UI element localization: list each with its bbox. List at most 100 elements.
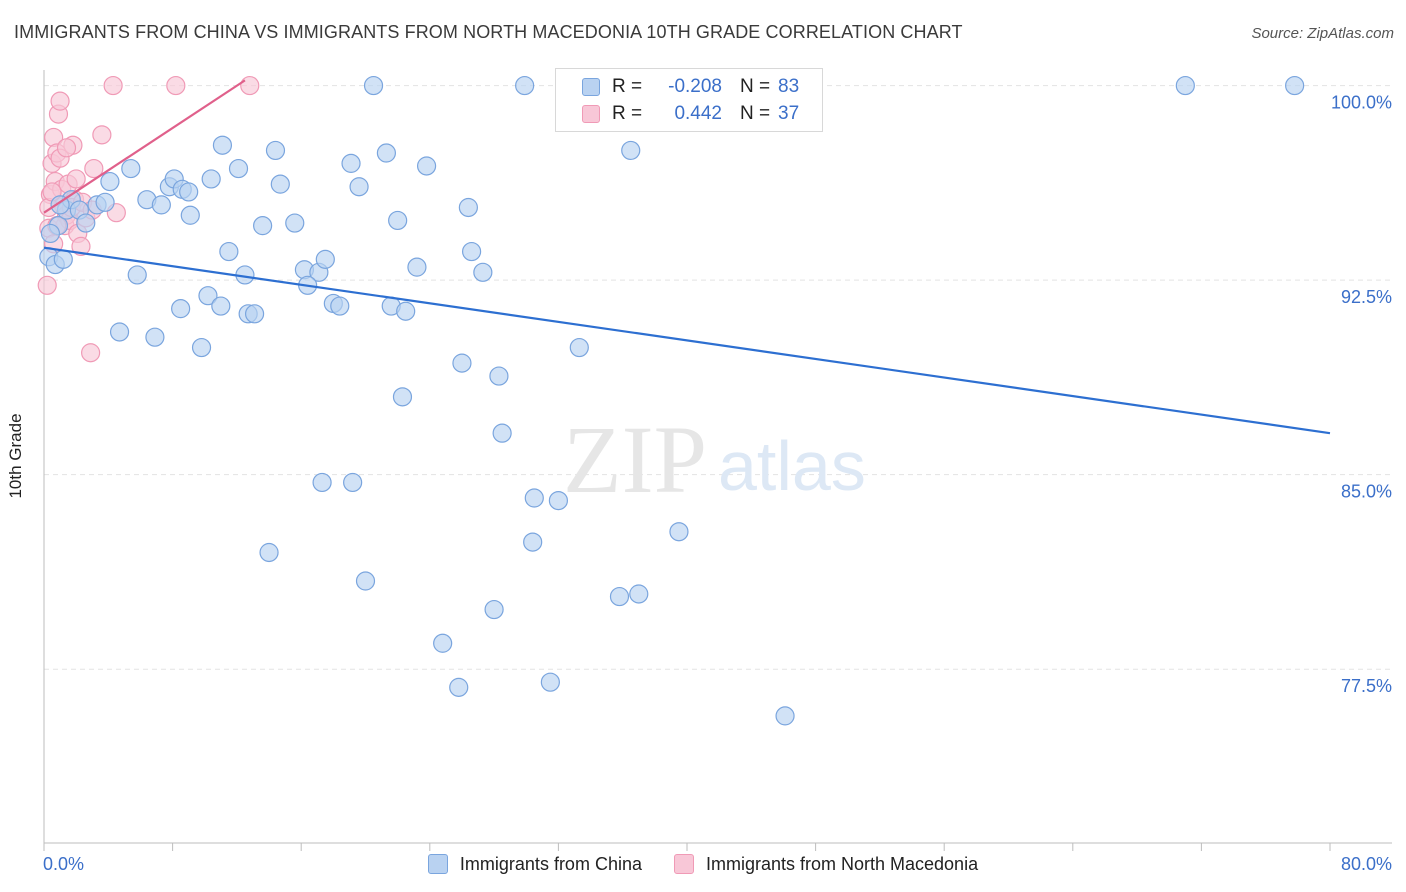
north-macedonia-point bbox=[103, 75, 123, 96]
legend-row-north-macedonia: R = 0.442 N = 37 bbox=[556, 100, 799, 128]
trend-lines bbox=[43, 79, 1331, 435]
watermark-zip: ZIP bbox=[563, 406, 707, 513]
legend-r-label: R = bbox=[612, 103, 643, 124]
china-point bbox=[376, 143, 396, 163]
china-point bbox=[621, 140, 641, 161]
series-legend: Immigrants from China Immigrants from No… bbox=[0, 852, 1406, 876]
china-point bbox=[270, 174, 290, 194]
china-point bbox=[180, 205, 200, 225]
north-macedonia-point bbox=[240, 75, 260, 96]
china-point bbox=[341, 153, 361, 173]
china-point bbox=[40, 223, 61, 244]
north-macedonia-point bbox=[92, 125, 112, 145]
legend-swatch-china bbox=[582, 78, 600, 96]
y-tick-label: 92.5% bbox=[1341, 287, 1392, 307]
china-point bbox=[343, 472, 363, 493]
legend-n-label: N = bbox=[740, 103, 771, 124]
china-point bbox=[315, 249, 335, 269]
china-point bbox=[609, 586, 630, 607]
y-tick-label: 77.5% bbox=[1341, 676, 1392, 696]
china-point bbox=[198, 286, 218, 306]
legend-r-label: R = bbox=[612, 76, 643, 97]
north-macedonia-point bbox=[166, 75, 186, 96]
china-point bbox=[629, 584, 649, 604]
china-point bbox=[569, 337, 589, 358]
china-point bbox=[416, 156, 437, 176]
china-point bbox=[484, 599, 504, 620]
china-point bbox=[244, 304, 265, 324]
china-point bbox=[253, 216, 273, 236]
y-tick-label: 100.0% bbox=[1331, 93, 1392, 113]
china-point bbox=[100, 171, 120, 192]
legend-n-value: 37 bbox=[778, 103, 800, 124]
china-point bbox=[355, 571, 376, 591]
y-tick-label: 85.0% bbox=[1341, 482, 1392, 502]
china-point bbox=[127, 265, 147, 285]
china-point bbox=[489, 366, 509, 386]
china-point bbox=[669, 522, 689, 542]
north-macedonia-point bbox=[84, 158, 104, 179]
y-axis-label: 10th Grade bbox=[6, 413, 25, 499]
china-point bbox=[473, 262, 493, 282]
x-tick-label: 0.0% bbox=[43, 854, 84, 874]
series-label-china: Immigrants from China bbox=[459, 853, 642, 874]
series-swatch-north-macedonia bbox=[673, 854, 694, 874]
legend-row-china: R = -0.208 N = 83 bbox=[556, 73, 799, 101]
china-point bbox=[523, 532, 543, 552]
china-point bbox=[312, 472, 332, 493]
china-trend-line bbox=[43, 246, 1331, 435]
china-point bbox=[211, 296, 231, 316]
china-point bbox=[171, 299, 191, 319]
watermark: ZIP atlas bbox=[563, 406, 866, 513]
china-point bbox=[145, 327, 165, 347]
china-point bbox=[363, 75, 384, 96]
series-label-north-macedonia: Immigrants from North Macedonia bbox=[705, 853, 979, 874]
china-point bbox=[449, 677, 469, 697]
north-macedonia-point bbox=[56, 138, 77, 158]
north-macedonia-point bbox=[66, 169, 86, 189]
legend-r-value: 0.442 bbox=[674, 103, 722, 124]
china-point bbox=[407, 257, 427, 277]
north-macedonia-trend-line bbox=[43, 79, 246, 214]
tick-labels: 77.5% 85.0% 92.5% 100.0% 0.0% 80.0% bbox=[43, 93, 1392, 874]
china-point bbox=[515, 75, 535, 96]
china-point bbox=[349, 177, 369, 197]
legend-swatch-north-macedonia bbox=[582, 105, 600, 123]
legend-r-value: -0.208 bbox=[668, 76, 722, 97]
china-point bbox=[179, 182, 199, 202]
watermark-atlas: atlas bbox=[718, 427, 866, 505]
series-legend-north-macedonia[interactable]: Immigrants from North Macedonia bbox=[673, 853, 979, 875]
source-label: Source: ZipAtlas.com bbox=[1251, 25, 1394, 42]
china-point bbox=[265, 140, 286, 161]
china-point bbox=[109, 322, 130, 342]
north-macedonia-points bbox=[37, 75, 260, 363]
china-point bbox=[201, 169, 221, 189]
china-point bbox=[285, 213, 305, 233]
china-point bbox=[228, 158, 249, 179]
series-legend-china[interactable]: Immigrants from China bbox=[427, 853, 642, 875]
china-point bbox=[151, 195, 171, 215]
north-macedonia-point bbox=[81, 343, 101, 363]
series-swatch-china bbox=[427, 854, 448, 874]
china-point bbox=[219, 241, 239, 262]
china-point bbox=[1285, 75, 1305, 96]
china-point bbox=[212, 135, 233, 155]
north-macedonia-point bbox=[37, 275, 57, 295]
china-point bbox=[775, 706, 795, 726]
china-point bbox=[540, 672, 560, 692]
china-point bbox=[1175, 75, 1195, 96]
china-point bbox=[95, 192, 115, 212]
chart-title: IMMIGRANTS FROM CHINA VS IMMIGRANTS FROM… bbox=[14, 22, 963, 42]
china-point bbox=[121, 158, 141, 179]
china-points bbox=[39, 75, 1305, 726]
china-point bbox=[396, 301, 416, 321]
legend-n-label: N = bbox=[740, 76, 771, 97]
china-point bbox=[524, 488, 544, 508]
china-point bbox=[458, 197, 478, 218]
china-point bbox=[259, 542, 279, 563]
x-tick-label: 80.0% bbox=[1341, 854, 1392, 874]
china-point bbox=[191, 337, 212, 358]
china-point bbox=[548, 490, 569, 511]
china-point bbox=[388, 210, 408, 231]
